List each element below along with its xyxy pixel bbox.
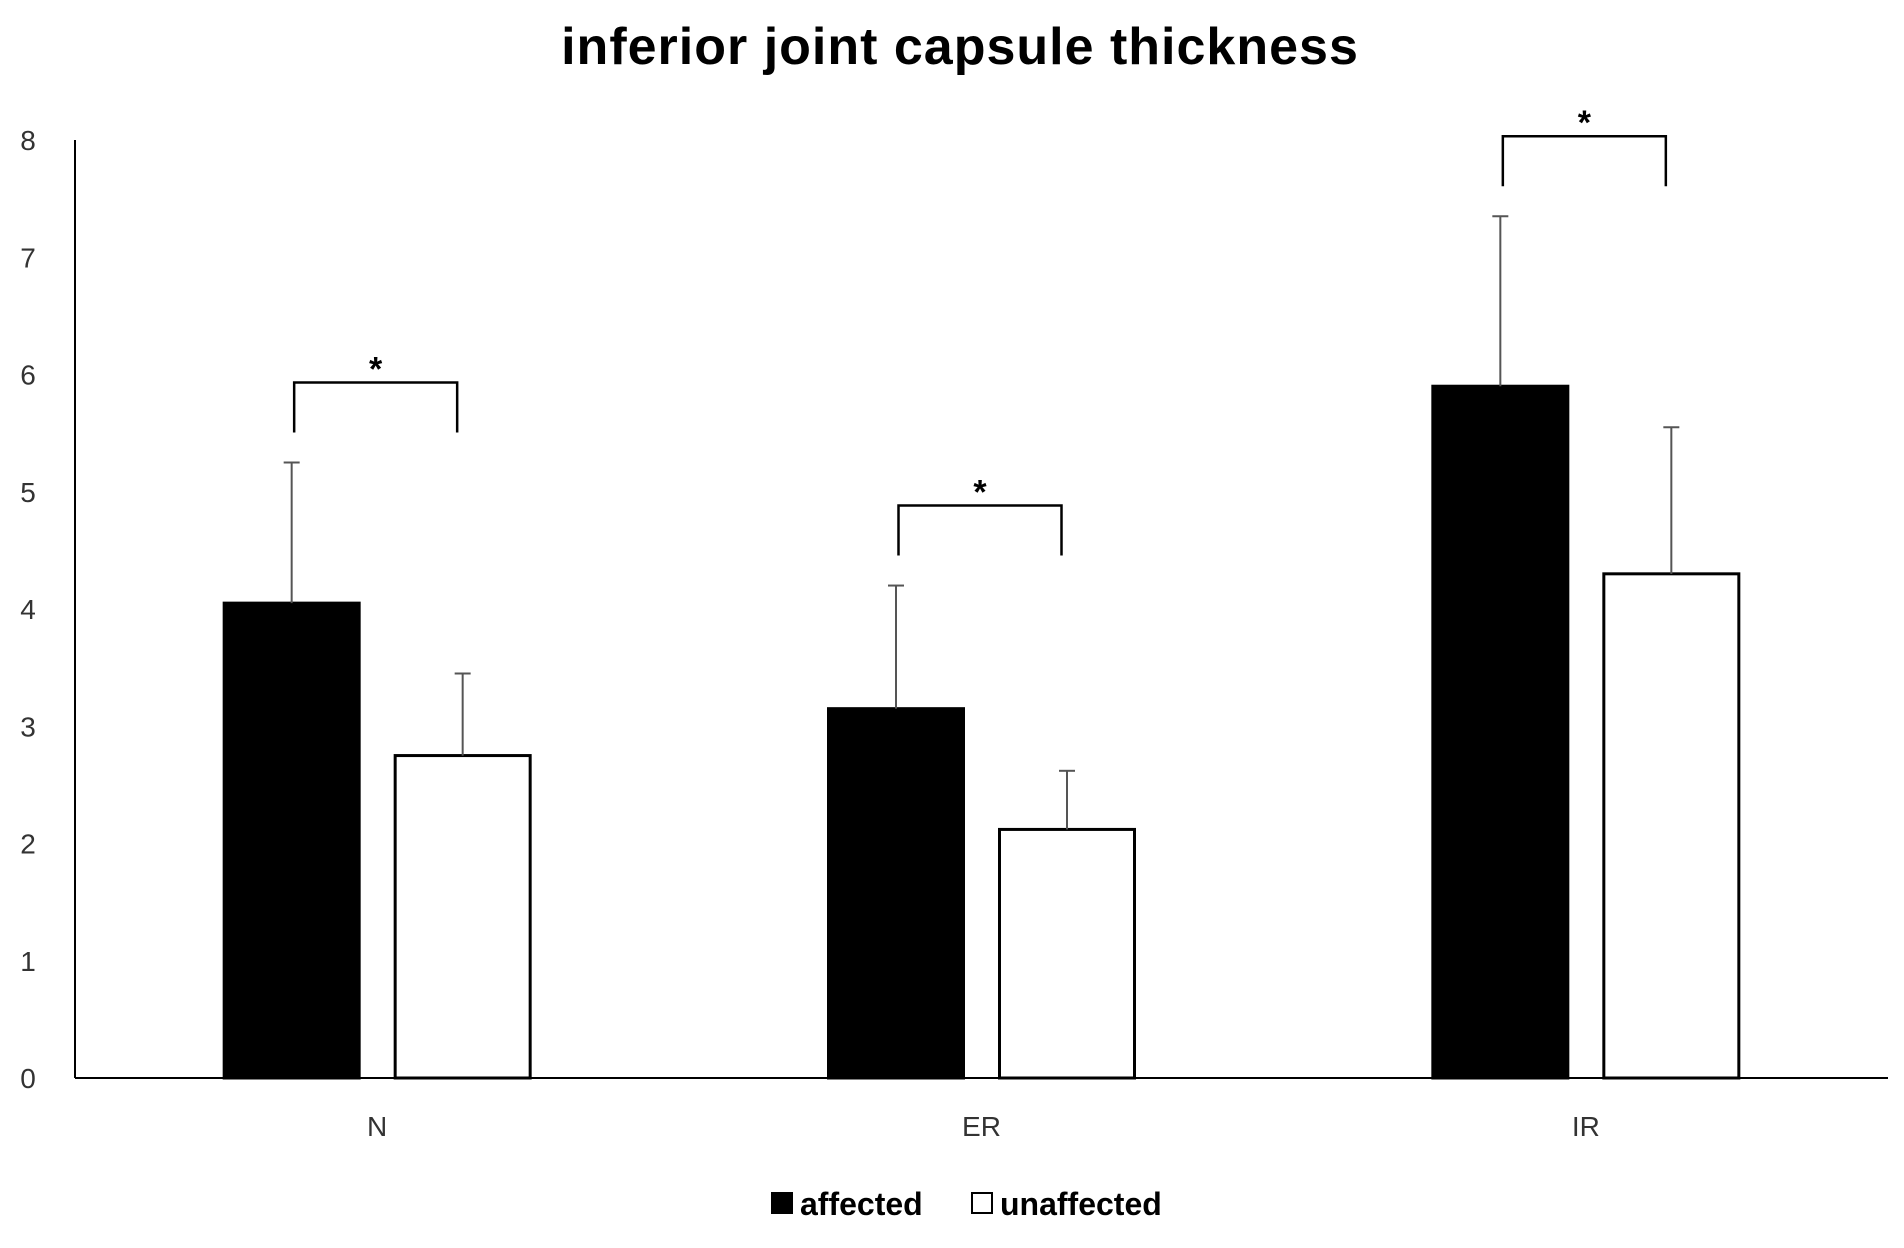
significance-star-n: * [369, 350, 383, 388]
significance-star-ir: * [1578, 104, 1592, 142]
bars [222, 384, 1741, 1080]
axes: 0 1 2 3 4 5 6 7 8 N ER IR [20, 125, 1888, 1142]
bar-unaffected-ir [1602, 572, 1741, 1080]
y-tick-label: 3 [20, 711, 36, 742]
y-tick-label: 6 [20, 360, 36, 391]
legend-swatch-unaffected [971, 1192, 993, 1214]
legend-label-affected: affected [800, 1186, 923, 1222]
x-tick-label: IR [1572, 1111, 1600, 1142]
bar-affected-er [827, 707, 965, 1080]
error-bars [283, 215, 1680, 830]
x-tick-label: N [367, 1111, 387, 1142]
significance-bracket-er [897, 504, 1063, 556]
y-tick-label: 4 [20, 594, 36, 625]
significance-star-er: * [973, 474, 987, 512]
y-tick-label: 8 [20, 125, 36, 156]
legend-swatch-affected [771, 1192, 793, 1214]
legend-label-unaffected: unaffected [1000, 1186, 1162, 1222]
x-tick-label: ER [962, 1111, 1001, 1142]
y-tick-label: 1 [20, 946, 36, 977]
bar-affected-ir [1431, 384, 1570, 1080]
y-tick-label: 2 [20, 829, 36, 860]
bar-unaffected-er [998, 827, 1136, 1080]
bar-unaffected-n [393, 754, 532, 1080]
significance-bracket-ir [1501, 134, 1668, 187]
y-tick-label: 7 [20, 242, 36, 273]
chart-title: inferior joint capsule thickness [561, 18, 1359, 76]
y-tick-label: 5 [20, 477, 36, 508]
y-tick-label: 0 [20, 1063, 36, 1094]
bar-affected-n [222, 601, 361, 1080]
legend: affected unaffected [771, 1186, 1162, 1222]
significance-brackets: * * * [292, 104, 1668, 556]
significance-bracket-n [292, 381, 459, 433]
